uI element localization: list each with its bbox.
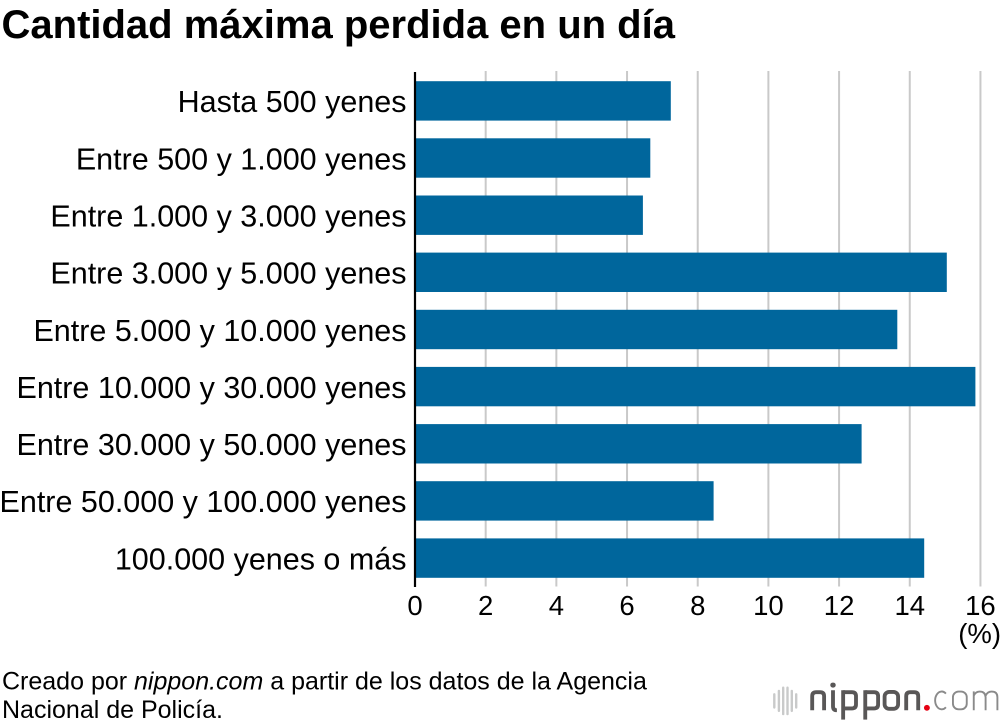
svg-text:14: 14 xyxy=(894,590,925,621)
svg-text:Entre 50.000 y 100.000 yenes: Entre 50.000 y 100.000 yenes xyxy=(0,485,407,519)
svg-text:10: 10 xyxy=(753,590,784,621)
svg-text:0: 0 xyxy=(407,590,422,621)
svg-text:Entre 500 y 1.000 yenes: Entre 500 y 1.000 yenes xyxy=(76,142,407,176)
svg-text:100.000 yenes o más: 100.000 yenes o más xyxy=(115,542,407,576)
svg-text:Entre 5.000 y 10.000 yenes: Entre 5.000 y 10.000 yenes xyxy=(33,314,406,348)
svg-text:6: 6 xyxy=(619,590,634,621)
svg-text:Entre 30.000 y 50.000 yenes: Entre 30.000 y 50.000 yenes xyxy=(16,428,406,462)
svg-text:4: 4 xyxy=(549,590,564,621)
svg-text:2: 2 xyxy=(478,590,493,621)
svg-text:Creado por nippon.com a partir: Creado por nippon.com a partir de los da… xyxy=(2,667,647,695)
svg-text:12: 12 xyxy=(824,590,855,621)
svg-text:Cantidad máxima perdida en un: Cantidad máxima perdida en un día xyxy=(2,3,676,47)
svg-text:Nacional de Policía.: Nacional de Policía. xyxy=(2,696,223,724)
svg-text:Hasta 500 yenes: Hasta 500 yenes xyxy=(178,85,407,119)
svg-text:Entre 1.000 y 3.000 yenes: Entre 1.000 y 3.000 yenes xyxy=(50,200,406,234)
svg-text:16: 16 xyxy=(965,590,996,621)
svg-text:8: 8 xyxy=(690,590,705,621)
svg-text:Entre 10.000 y 30.000 yenes: Entre 10.000 y 30.000 yenes xyxy=(16,371,406,405)
svg-text:Entre 3.000 y 5.000 yenes: Entre 3.000 y 5.000 yenes xyxy=(50,257,406,291)
svg-text:(%): (%) xyxy=(958,618,1000,649)
